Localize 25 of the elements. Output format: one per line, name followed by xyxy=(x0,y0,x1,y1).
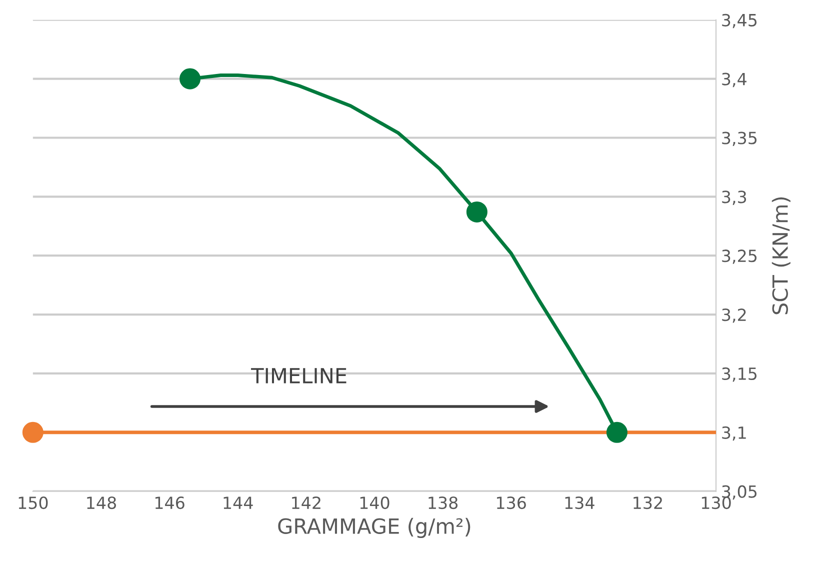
x-tick-label: 136 xyxy=(497,496,526,510)
y-tick-label: 3,25 xyxy=(722,250,757,264)
point xyxy=(22,422,44,443)
x-tick-label: 148 xyxy=(87,496,116,510)
x-tick-label: 146 xyxy=(155,496,184,510)
annotation: TIMELINE xyxy=(251,368,346,384)
y-tick-label: 3,3 xyxy=(722,190,746,205)
point xyxy=(466,201,488,223)
x-tick-label: 132 xyxy=(634,496,662,510)
y-tick-label: 3,35 xyxy=(722,132,757,146)
y-tick-label: 3,1 xyxy=(722,426,746,441)
x-tick-label: 142 xyxy=(292,496,320,509)
y-tick-label: 3,2 xyxy=(722,308,746,323)
point xyxy=(606,422,628,443)
x-tick-label: 140 xyxy=(360,496,390,510)
y-tick-label: 3,45 xyxy=(722,14,757,28)
x-tick-label: 134 xyxy=(565,496,594,510)
point xyxy=(180,68,201,90)
y-axis-title: SCT (KN/m) xyxy=(772,197,790,314)
y-tick-label: 3,4 xyxy=(722,72,746,88)
y-tick-label: 3,15 xyxy=(722,367,757,382)
x-tick-label: 144 xyxy=(224,496,253,509)
x-tick-label: 138 xyxy=(428,496,458,510)
x-tick-label: 150 xyxy=(18,496,48,510)
x-axis-title: GRAMMAGE (g/m²) xyxy=(278,518,470,538)
